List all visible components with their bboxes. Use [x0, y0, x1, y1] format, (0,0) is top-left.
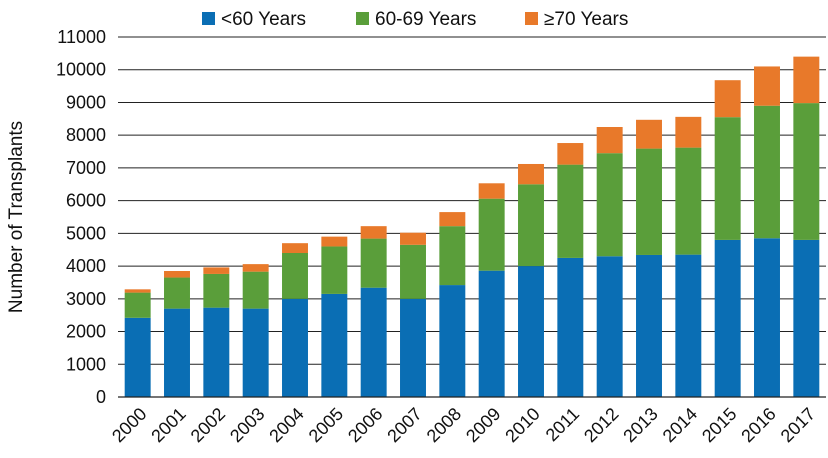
x-tick-label: 2001 [147, 404, 189, 446]
bar-segment [321, 236, 348, 247]
bar-segment [360, 238, 387, 288]
bar-segment [793, 56, 820, 104]
bar-segment [164, 271, 190, 278]
y-tick-label: 8000 [66, 125, 106, 145]
bar-segment [793, 103, 820, 240]
bar-segment [124, 317, 151, 397]
bar-segment [164, 308, 190, 397]
x-tick-label: 2014 [659, 404, 701, 446]
bar-segment [282, 253, 308, 299]
bar-segment [714, 117, 741, 240]
bar-segment [478, 270, 505, 397]
legend-swatch [202, 12, 215, 25]
legend-label: <60 Years [221, 9, 306, 30]
bars [124, 56, 820, 397]
legend-label: ≥70 Years [544, 9, 628, 30]
bar-segment [557, 143, 584, 165]
legend-swatch [525, 12, 538, 25]
gridlines [118, 36, 826, 365]
bar-segment [242, 271, 269, 309]
bar-segment [360, 226, 387, 239]
bar-segment [282, 298, 308, 397]
x-tick-label: 2002 [187, 404, 229, 446]
x-tick-label: 2000 [108, 404, 150, 446]
bar-segment [124, 292, 151, 318]
y-tick-label: 9000 [66, 92, 106, 112]
bar-segment [439, 212, 466, 227]
x-tick-label: 2016 [737, 404, 779, 446]
bar-segment [754, 238, 780, 397]
legend-swatch [356, 12, 369, 25]
x-tick-label: 2015 [698, 404, 740, 446]
bar-segment [675, 254, 702, 397]
x-tick-label: 2006 [344, 404, 386, 446]
bar-segment [596, 127, 623, 154]
bar-segment [636, 148, 662, 255]
legend: <60 Years 60-69 Years ≥70 Years [202, 9, 628, 30]
x-tick-label: 2012 [580, 404, 622, 446]
bar-segment [636, 119, 662, 149]
x-tick-label: 2010 [501, 404, 543, 446]
y-tick-label: 11000 [57, 27, 106, 47]
bar-segment [203, 307, 230, 397]
bar-segment [557, 257, 584, 397]
x-tick-label: 2003 [226, 404, 268, 446]
bar-segment [518, 184, 544, 267]
bar-segment [203, 267, 230, 274]
bar-segment [714, 80, 741, 118]
bar-segment [596, 256, 623, 397]
legend-label: 60-69 Years [375, 9, 476, 30]
x-tick-label: 2013 [619, 404, 661, 446]
x-tick-label: 2004 [265, 404, 307, 446]
bar-segment [478, 183, 505, 199]
bar-segment [636, 254, 662, 397]
bar-segment [360, 287, 387, 397]
x-tick-label: 2017 [777, 404, 819, 446]
bar-segment [518, 163, 544, 185]
bar-segment [793, 239, 820, 397]
y-tick-label: 2000 [66, 322, 106, 342]
bar-segment [439, 285, 466, 397]
bar-segment [675, 147, 702, 255]
x-tick-label: 2008 [423, 404, 465, 446]
bar-segment [321, 246, 348, 294]
bar-segment [478, 198, 505, 271]
bar-segment [321, 293, 348, 397]
x-tick-label: 2005 [305, 404, 347, 446]
bar-segment [518, 266, 544, 397]
bar-segment [282, 243, 308, 253]
bar-segment [754, 66, 780, 106]
bar-segment [400, 232, 426, 245]
bar-segment [400, 244, 426, 299]
x-tick-label: 2009 [462, 404, 504, 446]
bar-segment [400, 298, 426, 397]
bar-segment [754, 105, 780, 239]
bar-segment [714, 239, 741, 397]
bar-segment [164, 277, 190, 309]
y-tick-label: 1000 [66, 354, 106, 374]
x-tick-label: 2007 [383, 404, 425, 446]
y-tick-label: 10000 [56, 60, 106, 80]
y-tick-label: 3000 [66, 289, 106, 309]
bar-segment [242, 308, 269, 397]
bar-segment [596, 153, 623, 257]
bar-segment [203, 273, 230, 308]
y-tick-label: 0 [96, 387, 106, 407]
y-tick-label: 6000 [66, 191, 106, 211]
y-tick-label: 4000 [66, 256, 106, 276]
bar-segment [557, 164, 584, 258]
bar-segment [439, 226, 466, 286]
x-tick-label: 2011 [542, 404, 584, 446]
y-tick-label: 7000 [66, 158, 106, 178]
bar-segment [242, 264, 269, 272]
bar-segment [124, 289, 151, 293]
y-tick-label: 5000 [66, 223, 106, 243]
y-axis-title: Number of Transplants [6, 121, 27, 313]
x-axis-ticks: 2000200120022003200420052006200720082009… [108, 404, 819, 446]
bar-segment [675, 116, 702, 148]
y-axis-ticks: 0 1000 2000 3000 4000 5000 6000 7000 8000 9000 100… [56, 27, 106, 407]
